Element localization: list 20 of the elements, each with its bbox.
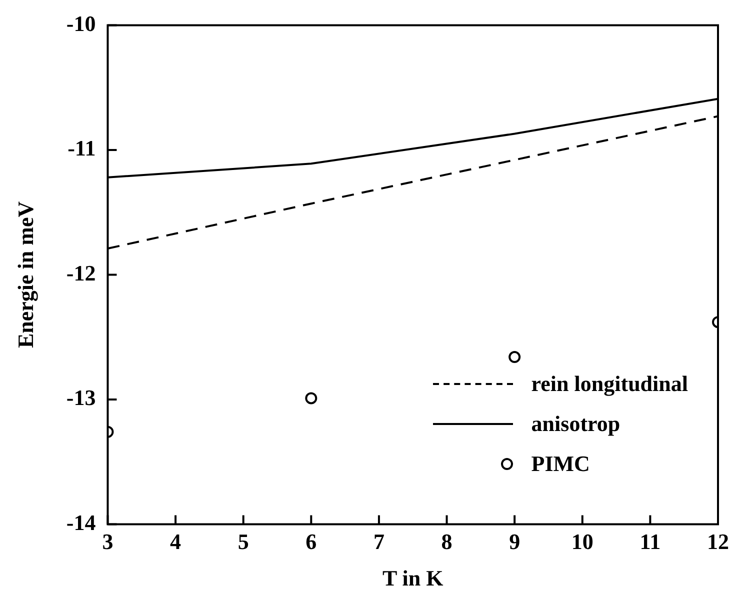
- x-axis-title: T in K: [382, 565, 444, 590]
- x-tick-label: 4: [170, 529, 182, 554]
- y-axis-title: Energie in meV: [12, 201, 38, 348]
- y-tick-label: -10: [66, 10, 96, 36]
- legend-label: PIMC: [531, 451, 590, 478]
- x-tick-label: 6: [306, 529, 317, 554]
- x-tick-label: 8: [441, 529, 452, 554]
- x-tick-label: 10: [571, 529, 594, 554]
- y-tick-label: -13: [66, 385, 96, 410]
- x-tick-label: 12: [707, 529, 729, 554]
- legend-label: rein longitudinal: [531, 371, 688, 398]
- x-tick-label: 7: [373, 529, 384, 554]
- x-tick-label: 3: [102, 529, 114, 554]
- y-tick-label: -11: [68, 136, 96, 161]
- x-tick-label: 5: [238, 529, 249, 554]
- x-tick-label: 11: [640, 529, 661, 554]
- x-tick-label: 9: [509, 529, 520, 554]
- y-tick-label: -12: [66, 260, 96, 286]
- legend-label: anisotrop: [531, 411, 620, 438]
- y-tick-label: -14: [66, 510, 96, 535]
